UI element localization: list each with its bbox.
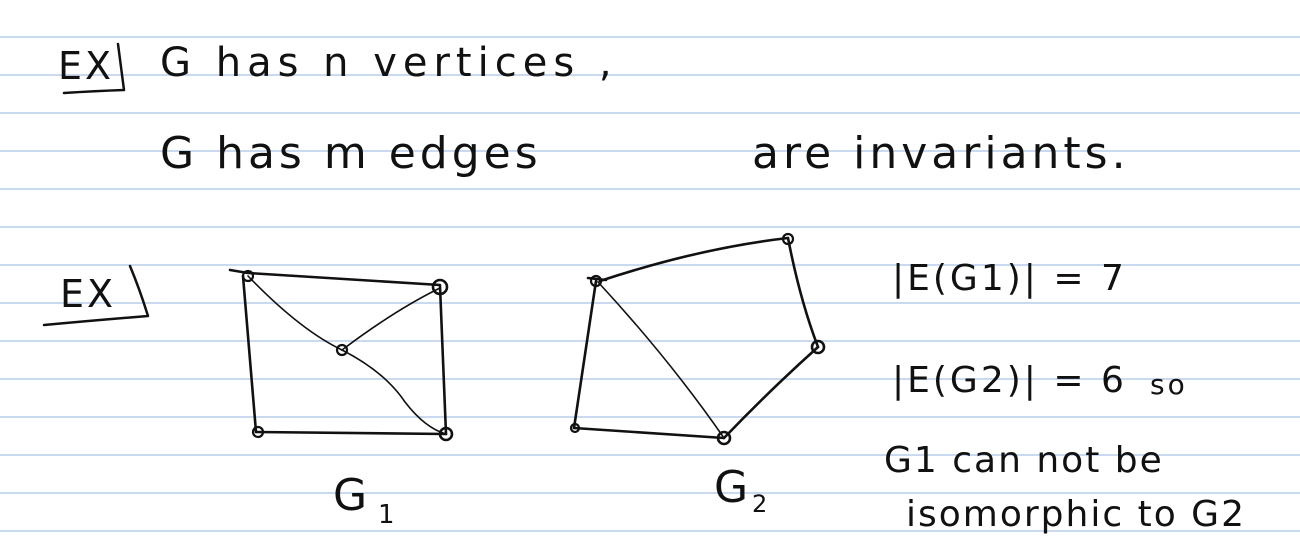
g1-vertex [335, 343, 349, 357]
example-marker-2: EX [60, 272, 117, 316]
g1-vertex [251, 425, 265, 439]
g2-edge-left [572, 279, 598, 430]
g2-edge-bottom [572, 426, 726, 440]
g1-vertex [431, 278, 449, 296]
g2-vertex [569, 422, 581, 434]
g2-edge-diagonal [597, 281, 725, 439]
statement-line-1: G has n vertices , [160, 40, 618, 86]
g2-edge-top [598, 236, 790, 283]
g2-vertex [810, 339, 826, 355]
g2-edge-right-upper [786, 236, 820, 349]
graph2-subscript: 2 [752, 490, 771, 518]
ex1-bracket [62, 42, 126, 95]
graph1 [228, 268, 454, 442]
g1-edge-tl-center [247, 275, 343, 351]
g1-edge-top [228, 268, 442, 287]
statement-line-2b: are invariants. [752, 128, 1130, 179]
ex2-bracket [42, 264, 150, 327]
graph2-label: G [714, 462, 752, 513]
edge-count-g1: |E(G1)| = 7 [892, 258, 1127, 299]
g1-vertex [241, 269, 255, 283]
g1-edge-right [438, 284, 448, 436]
graph1-label: G [333, 470, 371, 521]
g1-edge-bottom [254, 430, 448, 436]
g2-vertex [716, 430, 732, 446]
graph2 [569, 232, 826, 446]
graph1-subscript: 1 [378, 500, 398, 530]
g2-vertex [589, 274, 603, 288]
so-word: so [1150, 368, 1188, 401]
g1-edge-left [241, 274, 258, 434]
edge-count-g2: |E(G2)| = 6 [892, 360, 1127, 401]
conclusion-line-1: G1 can not be [884, 440, 1164, 481]
statement-line-2a: G has m edges [160, 128, 542, 179]
g1-edge-center-tr [341, 287, 441, 351]
g2-vertex [781, 232, 795, 246]
g2-edge-right-lower [722, 345, 820, 440]
g1-edge-center-br [341, 349, 447, 435]
g1-vertex [438, 426, 454, 442]
example-marker-1: EX [58, 44, 115, 88]
conclusion-line-2: isomorphic to G2 [906, 494, 1246, 535]
